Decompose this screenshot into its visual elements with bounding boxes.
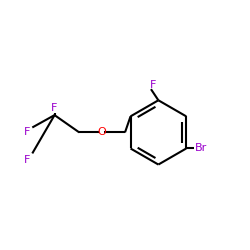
Text: F: F xyxy=(51,103,58,113)
Text: F: F xyxy=(150,80,156,90)
Text: O: O xyxy=(97,128,106,138)
Text: F: F xyxy=(24,128,30,138)
Text: F: F xyxy=(24,154,30,164)
Text: Br: Br xyxy=(195,144,207,154)
